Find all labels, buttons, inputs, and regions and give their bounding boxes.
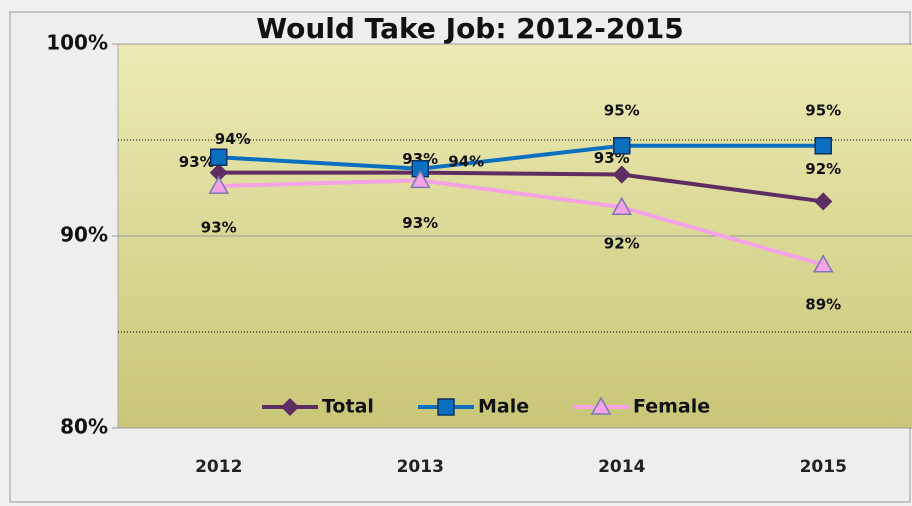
data-point [210, 148, 228, 167]
data-point [411, 160, 429, 178]
series-line [218, 170, 824, 204]
data-label: 93% [402, 150, 438, 168]
data-point [814, 192, 833, 211]
y-tick-label: 100% [46, 31, 108, 55]
data-point [611, 196, 633, 215]
chart-title: Would Take Job: 2012-2015 [256, 12, 684, 45]
data-label: 94% [448, 152, 484, 170]
y-tick-label: 90% [60, 223, 108, 247]
legend-label: Total [322, 396, 374, 418]
data-point [208, 175, 230, 194]
data-label: 93% [179, 153, 215, 171]
data-point [812, 254, 834, 273]
data-label: 93% [402, 214, 438, 232]
legend-label: Male [478, 396, 529, 418]
x-tick-label: 2014 [598, 457, 645, 477]
legend-label: Female [633, 396, 710, 418]
data-point [409, 169, 431, 189]
x-tick-label: 2015 [800, 457, 847, 477]
x-tick-label: 2013 [397, 457, 444, 477]
legend-marker [590, 396, 612, 415]
data-label: 93% [201, 219, 237, 237]
data-label: 95% [805, 101, 841, 119]
series-line [218, 143, 824, 171]
x-tick-label: 2012 [195, 457, 242, 477]
series-line [218, 178, 824, 267]
data-point [612, 165, 631, 184]
data-point [613, 137, 631, 155]
data-point [814, 137, 832, 155]
data-label: 92% [805, 160, 841, 178]
data-label: 89% [805, 295, 841, 313]
data-label: 95% [604, 101, 640, 119]
legend-marker [437, 398, 455, 416]
y-tick-label: 80% [60, 415, 108, 439]
legend-marker [280, 397, 300, 417]
data-label: 92% [604, 235, 640, 253]
data-label: 94% [215, 130, 251, 148]
